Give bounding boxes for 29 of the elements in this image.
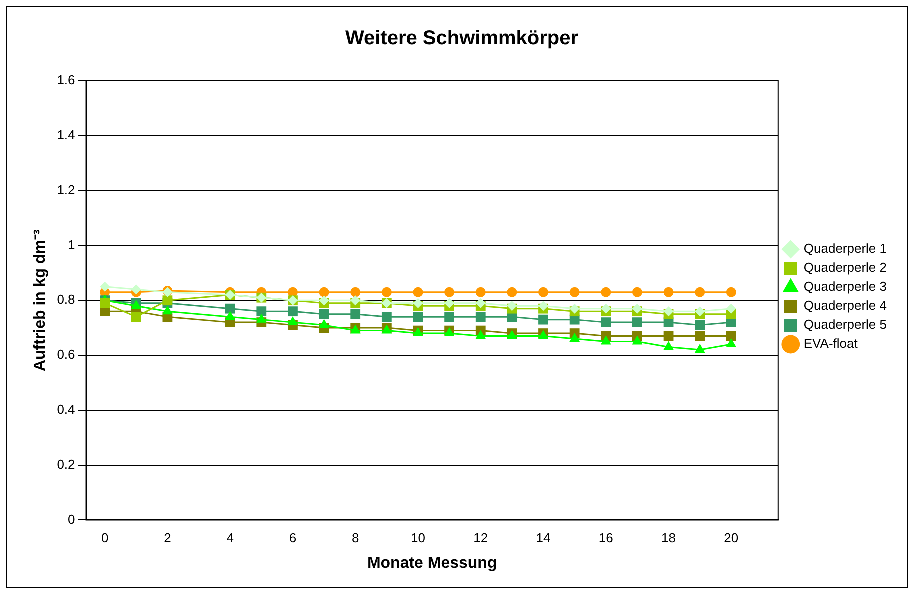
y-tick-label: 1.6 [57,72,76,88]
x-tick-label: 10 [411,530,426,546]
legend-label: EVA-float [804,336,858,352]
y-tick-label: 0.8 [57,292,76,308]
x-tick-label: 16 [598,530,614,546]
y-axis-title: Auftrieb in kg dm⁻³ [32,230,50,372]
chart-title: Weitere Schwimmkörper [345,28,579,50]
x-tick-label: 18 [662,530,676,546]
x-tick-label: 0 [101,530,109,546]
y-tick-label: 0.4 [57,402,76,417]
legend-label: Quaderperle 4 [804,298,888,314]
x-tick-label: 4 [226,530,234,546]
y-tick-label: 0.6 [57,347,76,362]
legend-label: Quaderperle 5 [804,317,888,332]
x-tick-label: 12 [474,530,488,546]
x-tick-label: 8 [352,530,360,546]
y-tick-label: 0 [68,512,76,527]
x-axis-title: Monate Messung [367,554,498,572]
legend-label: Quaderperle 3 [804,279,888,294]
y-tick-label: 1 [68,237,76,252]
x-tick-label: 2 [164,530,172,546]
y-tick-label: 0.2 [57,456,76,472]
x-tick-label: 6 [289,530,297,546]
x-tick-label: 20 [724,530,739,546]
y-tick-label: 1.2 [57,182,76,198]
legend-label: Quaderperle 1 [804,241,888,256]
legend-label: Quaderperle 2 [804,260,888,276]
x-tick-label: 14 [536,530,551,546]
y-tick-label: 1.4 [57,127,76,142]
